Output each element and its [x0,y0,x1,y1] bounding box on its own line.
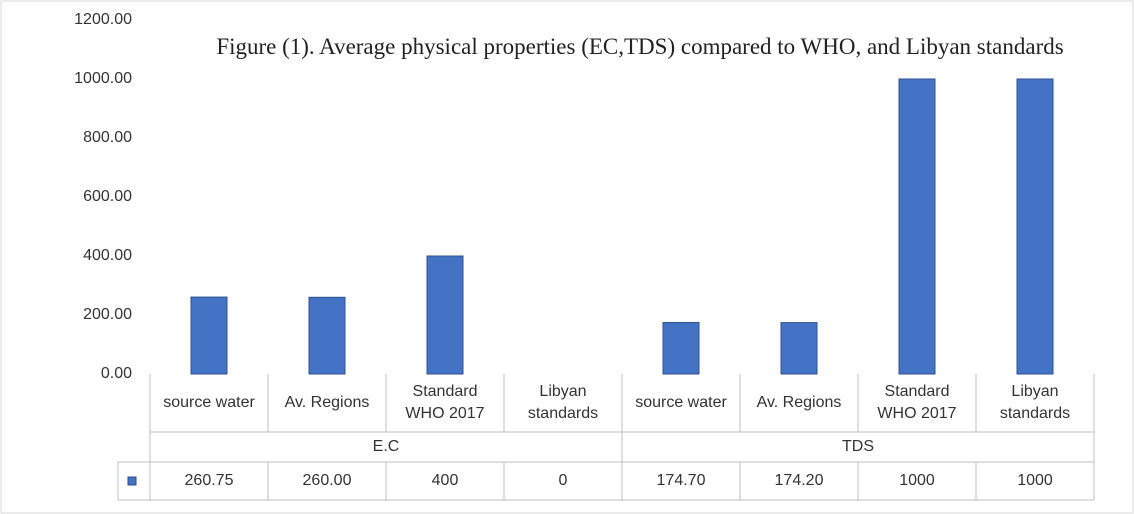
table-value: 174.20 [774,472,824,489]
table-value: 1000 [1017,472,1053,489]
x-tick-label: source water [163,394,255,411]
y-tick-label: 400.00 [83,247,132,264]
y-tick-label: 1200.00 [74,11,132,28]
x-tick-label: Libyan standards [527,383,599,422]
table-value: 260.00 [302,472,352,489]
x-tick-label: Libyan standards [999,383,1071,422]
table-value: 260.75 [184,472,234,489]
y-tick-label: 600.00 [83,188,132,205]
x-tick-label: source water [635,394,727,411]
chart-title: Figure (1). Average physical properties … [216,34,1064,59]
bar [780,322,818,375]
x-tick-label: Standard WHO 2017 [405,383,485,422]
x-tick-label: Standard WHO 2017 [877,383,957,422]
bar [1016,78,1054,375]
y-tick-label: 200.00 [83,306,132,323]
bar [898,78,936,375]
bar [426,255,464,375]
bar [662,321,700,375]
x-tick-label: Av. Regions [284,394,370,411]
table-value: 174.70 [656,472,706,489]
table-value: 0 [558,472,568,489]
table-value: 400 [431,472,459,489]
group-label: E.C [372,438,400,455]
legend-marker [127,476,137,486]
bar [308,296,346,375]
table-value: 1000 [899,472,935,489]
y-tick-label: 1000.00 [74,70,132,87]
group-label: TDS [842,438,874,455]
y-tick-label: 800.00 [83,129,132,146]
bar [190,296,228,375]
x-tick-label: Av. Regions [756,394,842,411]
y-tick-label: 0.00 [101,365,132,382]
